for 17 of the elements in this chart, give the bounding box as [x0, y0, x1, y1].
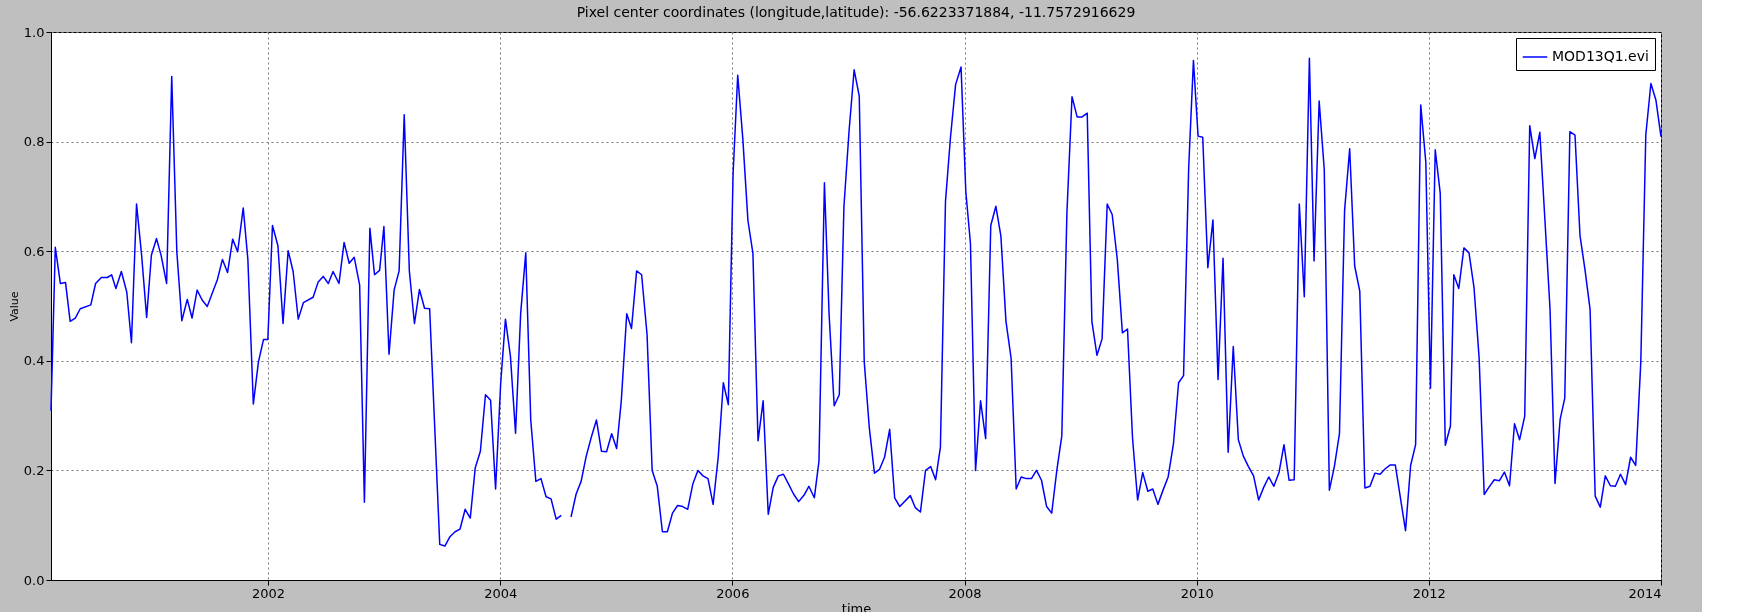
chart-title: Pixel center coordinates (longitude,latitude): -56.6223371884, -11.7572916629 [576, 4, 1136, 20]
x-tick-label: 2006 [716, 585, 750, 601]
x-tick-label: 2008 [948, 585, 982, 601]
x-axis-title: time [841, 600, 872, 612]
x-tick-label: 2002 [252, 585, 286, 601]
y-tick-label: 0.6 [23, 243, 45, 259]
y-tick-label: 0.8 [23, 134, 45, 150]
y-axis-title: Value [7, 291, 21, 322]
x-tick-label: 2010 [1180, 585, 1214, 601]
x-tick-label: 2012 [1412, 585, 1446, 601]
x-tick-label: 2004 [484, 585, 518, 601]
y-tick-label: 0.2 [23, 462, 45, 478]
legend-label: MOD13Q1.evi [1552, 48, 1649, 64]
y-tick-label: 0.0 [23, 572, 45, 588]
y-tick-label: 1.0 [23, 24, 45, 40]
x-tick-label: 2014 [1628, 585, 1662, 601]
y-tick-label: 0.4 [23, 353, 45, 369]
